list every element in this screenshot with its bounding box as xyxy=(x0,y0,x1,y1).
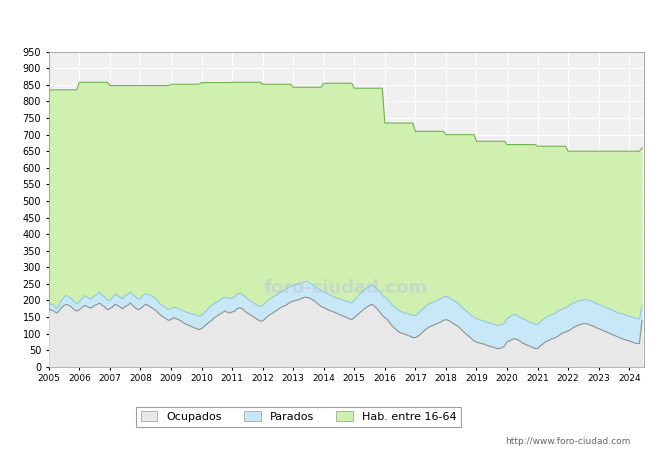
Text: http://www.foro-ciudad.com: http://www.foro-ciudad.com xyxy=(505,436,630,446)
Text: foro-ciudad.com: foro-ciudad.com xyxy=(264,279,428,297)
Legend: Ocupados, Parados, Hab. entre 16-64: Ocupados, Parados, Hab. entre 16-64 xyxy=(136,407,461,427)
Text: Riba-roja d'Ebre - Evolucion de la poblacion en edad de Trabajar Mayo de 2024: Riba-roja d'Ebre - Evolucion de la pobla… xyxy=(77,17,573,30)
